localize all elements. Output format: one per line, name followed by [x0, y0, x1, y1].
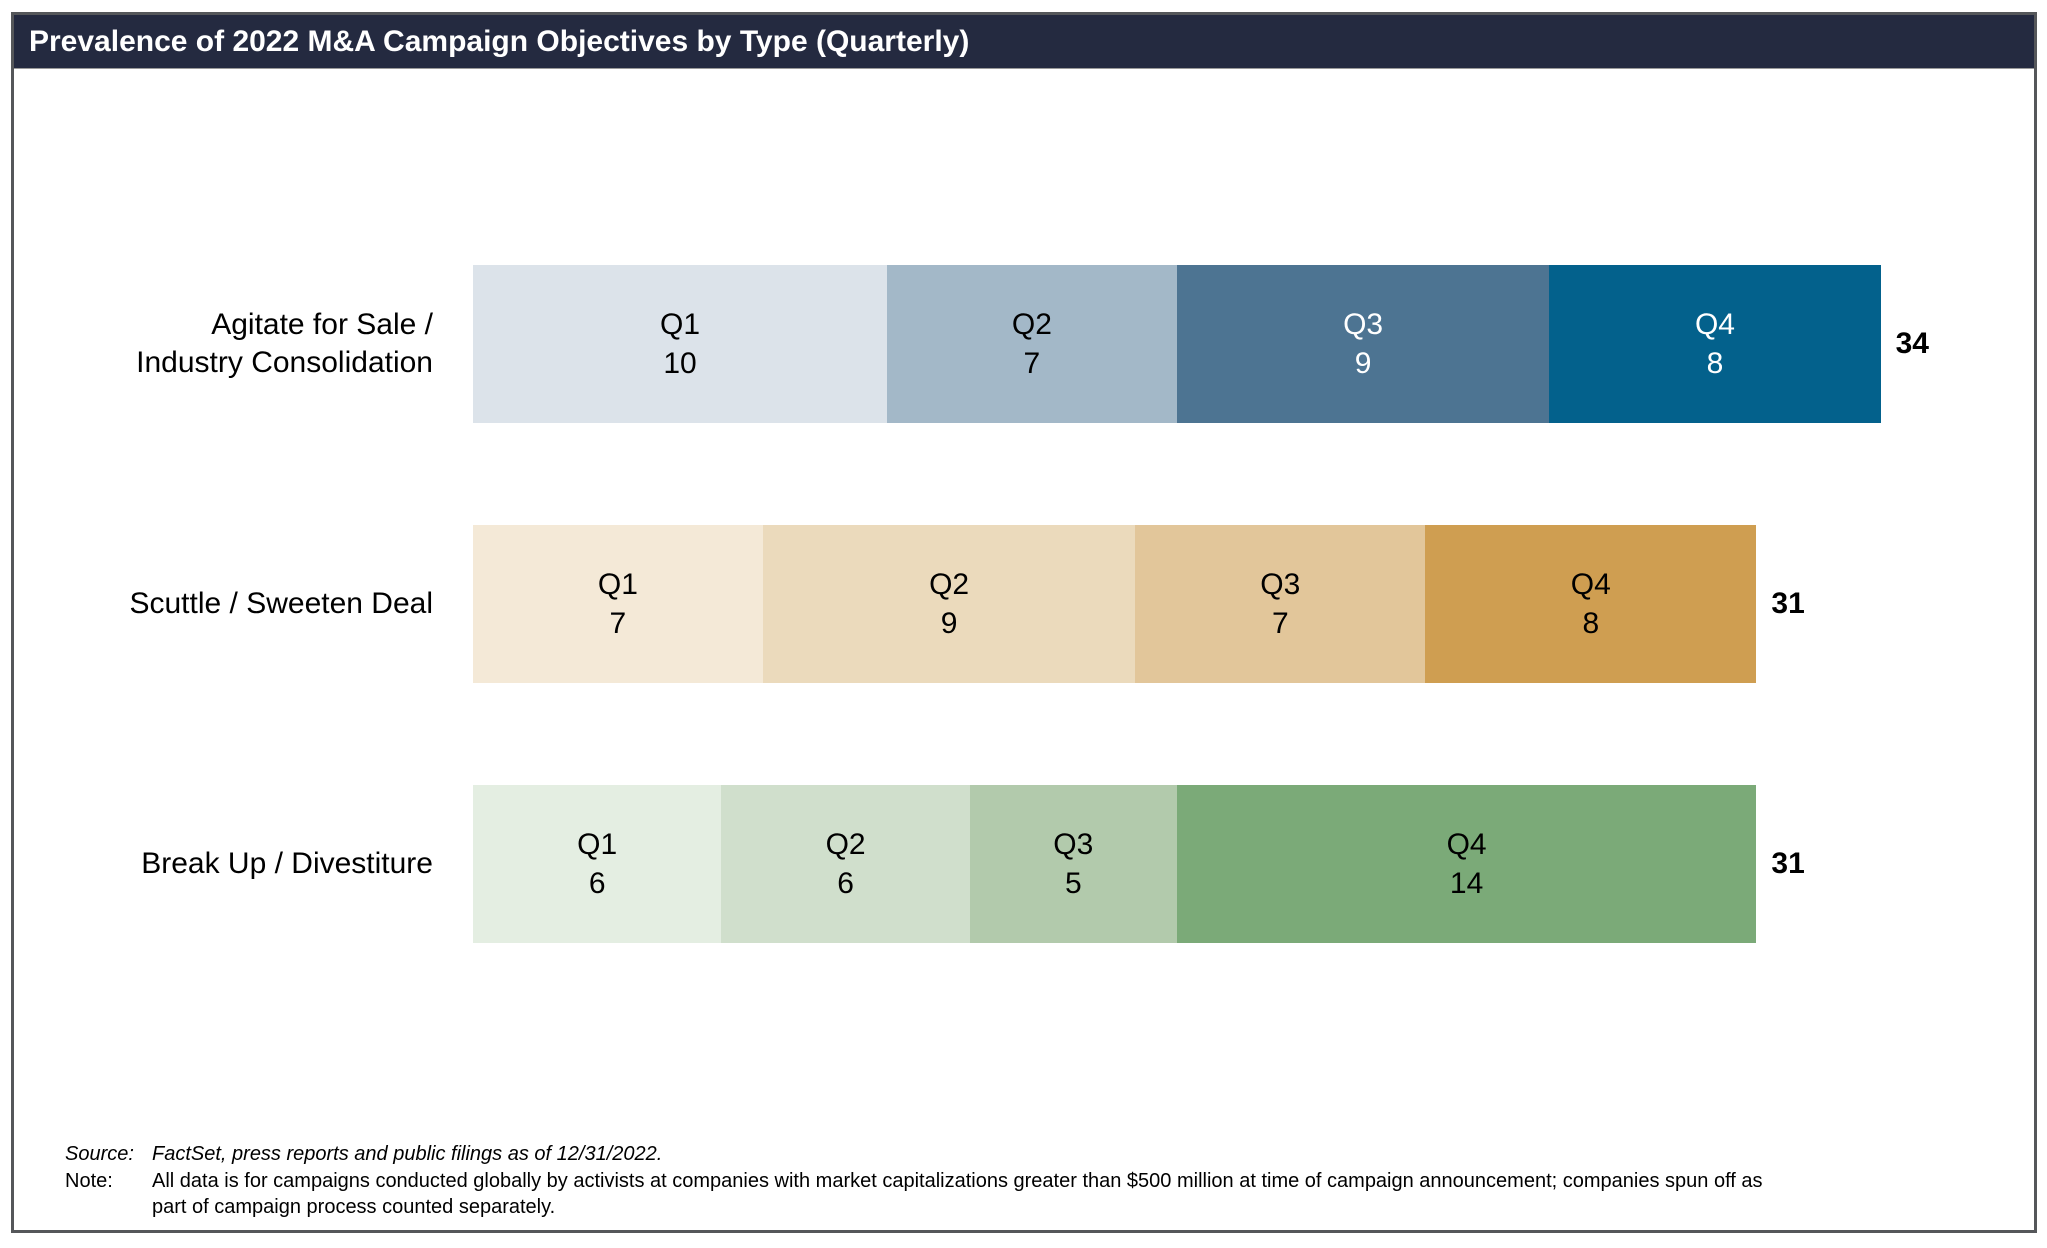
row-total-label: 31 — [1771, 847, 1805, 880]
row-total-label: 34 — [1895, 327, 1929, 360]
bar-segment-q1: Q1 10 — [473, 265, 887, 423]
chart-row: Break Up / Divestiture Q1 6 Q2 6 Q3 5 Q4 14 31 — [14, 785, 2034, 943]
footnote-block: Source: FactSet, press reports and publi… — [65, 1141, 1763, 1221]
segment-value-label: 6 — [837, 867, 854, 900]
source-label: Source: — [65, 1143, 134, 1165]
segment-quarter-label: Q4 — [1694, 308, 1735, 341]
bar-segment-q4: Q4 14 — [1176, 785, 1757, 943]
bar-segment-q2: Q2 7 — [887, 265, 1177, 423]
category-label: Scuttle / Sweeten Deal — [129, 587, 433, 620]
segment-quarter-label: Q2 — [825, 828, 866, 861]
segment-value-label: 8 — [1582, 607, 1600, 640]
segment-quarter-label: Q1 — [659, 308, 701, 341]
chart-row: Agitate for Sale / Industry Consolidation… — [14, 265, 2034, 423]
segment-value-label: 9 — [1354, 347, 1372, 380]
title-bar: Prevalence of 2022 M&A Campaign Objectiv… — [14, 15, 2034, 69]
bar-segment-q4: Q4 8 — [1549, 265, 1881, 423]
bar-segment-q1: Q1 7 — [473, 525, 763, 683]
segment-quarter-label: Q2 — [1011, 308, 1052, 341]
segment-quarter-label: Q1 — [597, 568, 638, 601]
bar-segment-q3: Q3 5 — [969, 785, 1177, 943]
segment-quarter-label: Q3 — [1053, 828, 1094, 861]
segment-quarter-label: Q3 — [1260, 568, 1301, 601]
segment-quarter-label: Q2 — [929, 568, 970, 601]
segment-value-label: 6 — [588, 867, 606, 900]
segment-value-label: 10 — [663, 347, 697, 380]
bar-segment-q2: Q2 9 — [762, 525, 1136, 683]
bar-segment-q2: Q2 6 — [721, 785, 970, 943]
bar-segment-q4: Q4 8 — [1425, 525, 1757, 683]
segment-value-label: 5 — [1064, 867, 1082, 900]
segment-value-label: 7 — [609, 607, 627, 640]
note-text-line1: All data is for campaigns conducted glob… — [152, 1169, 1763, 1192]
chart-frame: Prevalence of 2022 M&A Campaign Objectiv… — [11, 12, 2037, 1233]
segment-quarter-label: Q3 — [1343, 308, 1384, 341]
segment-value-label: 7 — [1271, 607, 1289, 640]
category-label: Agitate for Sale / Industry Consolidation — [136, 308, 433, 379]
note-label: Note: — [65, 1169, 113, 1192]
bar-segment-q3: Q3 7 — [1135, 525, 1426, 683]
row-total-label: 31 — [1771, 587, 1805, 620]
page-title: Prevalence of 2022 M&A Campaign Objectiv… — [29, 25, 970, 58]
segment-quarter-label: Q1 — [577, 828, 618, 861]
segment-value-label: 14 — [1449, 867, 1484, 900]
bar-segment-q3: Q3 9 — [1176, 265, 1550, 423]
segment-quarter-label: Q4 — [1446, 828, 1487, 861]
source-text: FactSet, press reports and public filing… — [152, 1143, 663, 1165]
segment-value-label: 7 — [1023, 347, 1041, 380]
bar-segment-q1: Q1 6 — [473, 785, 722, 943]
segment-quarter-label: Q4 — [1570, 568, 1611, 601]
segment-value-label: 8 — [1706, 347, 1724, 380]
chart-row: Scuttle / Sweeten Deal Q1 7 Q2 9 Q3 7 Q4 8 31 — [14, 525, 2034, 683]
category-label: Break Up / Divestiture — [141, 847, 433, 880]
segment-value-label: 9 — [940, 607, 958, 640]
note-text-line2: part of campaign process counted separat… — [152, 1196, 556, 1218]
